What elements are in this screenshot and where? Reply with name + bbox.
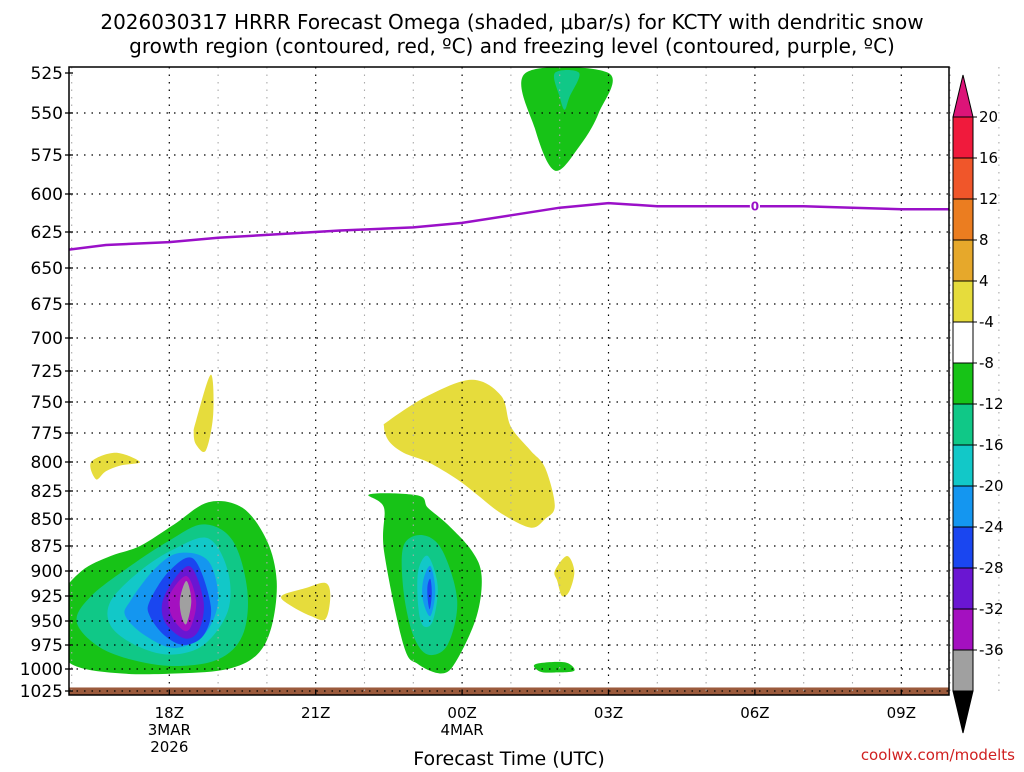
y-tick-label-825: 825 bbox=[31, 482, 63, 502]
x-tick-label-00Z-1: 00Z bbox=[447, 704, 476, 722]
y-tick-label-1000: 1000 bbox=[20, 660, 63, 680]
omega-region-pos-d bbox=[281, 583, 330, 620]
colorbar-label--36: -36 bbox=[979, 641, 1004, 659]
y-tick-label-550: 550 bbox=[31, 104, 63, 124]
colorbar-swatch-5 bbox=[953, 322, 973, 363]
watermark: coolwx.com/modelts bbox=[861, 746, 1015, 764]
colorbar-label--4: -4 bbox=[979, 313, 994, 331]
x-tick-label-18Z-3: 2026 bbox=[150, 738, 188, 756]
x-tick-label-18Z-1: 18Z bbox=[155, 704, 184, 722]
freezing-level-layer: 0 bbox=[38, 200, 1024, 254]
x-tick-label-09Z-1: 09Z bbox=[887, 704, 916, 722]
colorbar-label--8: -8 bbox=[979, 354, 994, 372]
colorbar-swatch-10 bbox=[953, 527, 973, 568]
colorbar-swatch-12 bbox=[953, 609, 973, 650]
y-tick-label-975: 975 bbox=[31, 636, 63, 656]
chart-title-line1: 2026030317 HRRR Forecast Omega (shaded, … bbox=[100, 10, 923, 34]
colorbar-bottom-arrow bbox=[953, 691, 973, 733]
omega-region-pos-b bbox=[194, 375, 214, 452]
omega-region-low-ge-8 bbox=[534, 662, 575, 673]
y-tick-label-750: 750 bbox=[31, 393, 63, 413]
x-axis-label: Forecast Time (UTC) bbox=[413, 748, 604, 768]
colorbar-swatch-13 bbox=[953, 650, 973, 691]
x-tick-label-00Z-2: 4MAR bbox=[441, 721, 484, 739]
y-tick-label-725: 725 bbox=[31, 362, 63, 382]
y-tick-label-700: 700 bbox=[31, 329, 63, 349]
colorbar-swatch-2 bbox=[953, 199, 973, 240]
y-tick-label-900: 900 bbox=[31, 562, 63, 582]
colorbar-label-4: 4 bbox=[979, 272, 989, 290]
colorbar-swatch-1 bbox=[953, 158, 973, 199]
colorbar-swatch-0 bbox=[953, 117, 973, 158]
colorbar-label-20: 20 bbox=[979, 108, 998, 126]
colorbar-label-12: 12 bbox=[979, 190, 998, 208]
y-tick-label-675: 675 bbox=[31, 295, 63, 315]
colorbar-swatch-11 bbox=[953, 568, 973, 609]
colorbar-swatch-6 bbox=[953, 363, 973, 404]
chart-title-line2: growth region (contoured, red, ºC) and f… bbox=[129, 34, 895, 58]
x-tick-label-18Z-2: 3MAR bbox=[148, 721, 191, 739]
y-axis: 525 550 575 600 625 650 675 700 725 750 775 800 825 8… bbox=[20, 64, 73, 702]
x-tick-label-03Z-1: 03Z bbox=[594, 704, 623, 722]
colorbar-swatch-8 bbox=[953, 445, 973, 486]
terrain-strip bbox=[69, 687, 949, 695]
y-tick-label-1025: 1025 bbox=[20, 682, 63, 702]
colorbar-label--20: -20 bbox=[979, 477, 1004, 495]
y-tick-label-875: 875 bbox=[31, 537, 63, 557]
y-tick-label-925: 925 bbox=[31, 587, 63, 607]
y-tick-label-600: 600 bbox=[31, 185, 63, 205]
colorbar-label--12: -12 bbox=[979, 395, 1004, 413]
colorbar-label--28: -28 bbox=[979, 559, 1004, 577]
y-tick-label-650: 650 bbox=[31, 259, 63, 279]
freezing-level-label: 0 bbox=[751, 200, 759, 214]
terrain-layer bbox=[69, 687, 949, 695]
y-tick-label-775: 775 bbox=[31, 424, 63, 444]
colorbar-swatch-7 bbox=[953, 404, 973, 445]
x-tick-label-06Z-1: 06Z bbox=[740, 704, 769, 722]
freezing-level-line bbox=[38, 203, 1024, 254]
colorbar: 20 16 12 8 4 -4 -8 -12 -16 -20 -24 -28 -32 -36 bbox=[953, 75, 1004, 733]
y-tick-label-625: 625 bbox=[31, 223, 63, 243]
colorbar-label-16: 16 bbox=[979, 149, 998, 167]
colorbar-swatch-9 bbox=[953, 486, 973, 527]
y-tick-label-950: 950 bbox=[31, 612, 63, 632]
y-tick-label-575: 575 bbox=[31, 146, 63, 166]
colorbar-label--24: -24 bbox=[979, 518, 1004, 536]
y-tick-label-800: 800 bbox=[31, 453, 63, 473]
colorbar-label--32: -32 bbox=[979, 600, 1004, 618]
y-tick-label-850: 850 bbox=[31, 510, 63, 530]
y-tick-label-525: 525 bbox=[31, 64, 63, 84]
colorbar-swatch-3 bbox=[953, 240, 973, 281]
omega-region-pos-c bbox=[90, 453, 140, 480]
x-tick-label-21Z-1: 21Z bbox=[301, 704, 330, 722]
colorbar-label-8: 8 bbox=[979, 231, 989, 249]
omega-region-pos-e bbox=[554, 556, 574, 597]
colorbar-top-arrow bbox=[953, 75, 973, 117]
colorbar-swatch-4 bbox=[953, 281, 973, 322]
colorbar-label--16: -16 bbox=[979, 436, 1004, 454]
